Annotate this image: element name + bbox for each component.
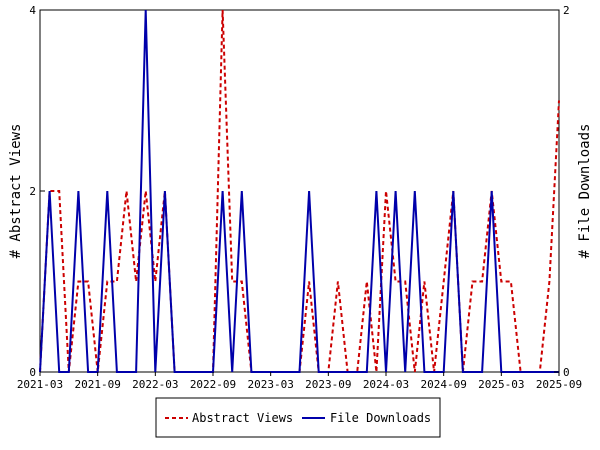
series-line-file-downloads <box>39 9 559 373</box>
legend: Abstract Views File Downloads <box>155 397 441 438</box>
x-tick-label-2025-09: 2025-09 <box>536 378 582 391</box>
y-left-tick-label-0: 0 <box>29 366 36 379</box>
legend-label-abstract-views: Abstract Views <box>192 411 293 425</box>
x-tick-label-2021-09: 2021-09 <box>74 378 120 391</box>
y-right-tick-label-2: 2 <box>563 4 570 17</box>
y-right-tick-label-0: 0 <box>563 366 570 379</box>
x-tick-label-2022-03: 2022-03 <box>132 378 178 391</box>
y-left-tick-label-4: 4 <box>29 4 36 17</box>
x-tick-label-2025-03: 2025-03 <box>478 378 524 391</box>
series-layer <box>39 9 560 373</box>
y-left-axis-title: # Abstract Views <box>8 124 24 259</box>
x-tick-label-2024-03: 2024-03 <box>363 378 409 391</box>
y-right-axis-title: # File Downloads <box>577 124 593 259</box>
x-tick-label-2022-09: 2022-09 <box>190 378 236 391</box>
x-tick-label-2023-09: 2023-09 <box>305 378 351 391</box>
x-tick-label-2021-03: 2021-03 <box>17 378 63 391</box>
legend-box <box>155 397 441 438</box>
y-left-tick-label-2: 2 <box>29 185 36 198</box>
x-tick-label-2024-09: 2024-09 <box>420 378 466 391</box>
plot-area <box>39 9 560 373</box>
ticks-layer: 2021-03 2021-09 2022-03 2022-09 2023-03 2023-… <box>17 4 582 391</box>
x-tick-label-2023-03: 2023-03 <box>247 378 293 391</box>
legend-label-file-downloads: File Downloads <box>330 411 431 425</box>
